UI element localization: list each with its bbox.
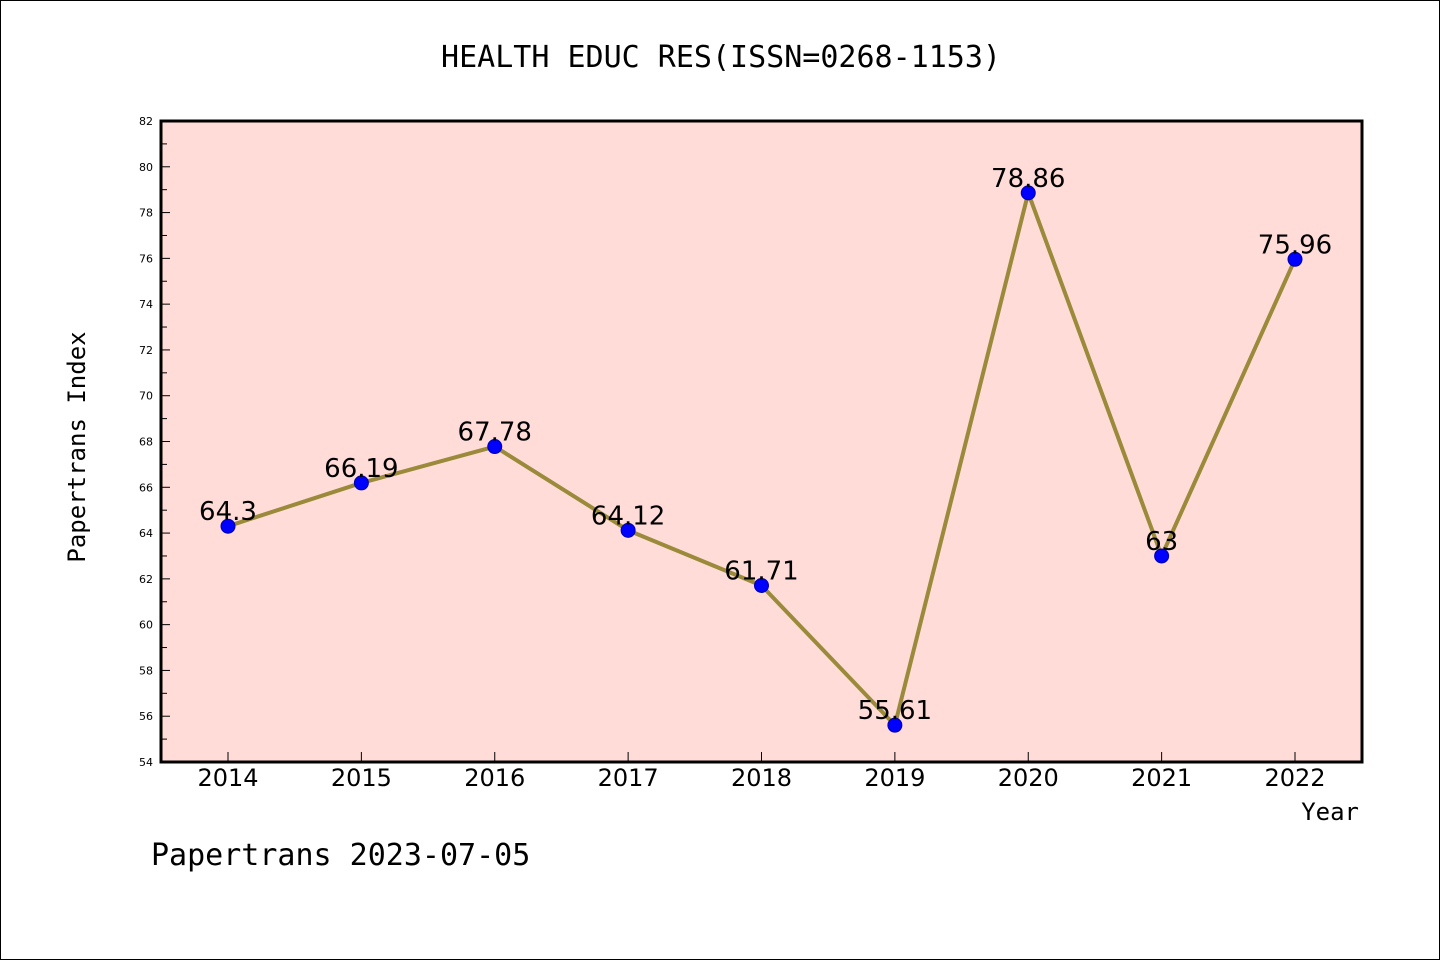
data-point [220,518,236,534]
x-tick-label: 2022 [1264,764,1325,792]
x-tick-label: 2018 [731,764,792,792]
y-axis-label: Papertrans Index [63,331,91,562]
y-tick-label: 78 [139,207,153,220]
data-label: 67.78 [458,418,532,448]
x-tick-label: 2014 [197,764,258,792]
data-markers [220,185,1303,733]
data-label: 78.86 [991,164,1065,194]
data-point [620,522,636,538]
y-tick-label: 72 [139,344,153,357]
x-tick-label: 2015 [331,764,392,792]
data-point [1020,185,1036,201]
chart-title: HEALTH EDUC RES(ISSN=0268-1153) [441,40,1001,75]
x-tick-label: 2017 [598,764,659,792]
y-tick-label: 58 [139,664,153,677]
y-tick-label: 56 [139,710,153,723]
data-label: 61.71 [724,556,798,586]
y-tick-label: 70 [139,390,153,403]
y-tick-label: 82 [139,115,153,128]
y-tick-label: 68 [139,436,153,449]
data-label: 64.12 [591,501,665,531]
x-tick-label: 2020 [998,764,1059,792]
y-tick-label: 66 [139,481,153,494]
y-tick-label: 76 [139,252,153,265]
y-tick-label: 80 [139,161,153,174]
y-tick-label: 54 [139,756,153,769]
x-axis-label: Year [1301,798,1359,826]
data-point [1154,548,1170,564]
y-tick-label: 64 [139,527,153,540]
plot-area [161,121,1362,762]
y-tick-label: 62 [139,573,153,586]
data-point [754,577,769,593]
data-label: 66.19 [324,454,398,484]
x-tick-label: 2021 [1131,764,1192,792]
data-label: 75.96 [1258,230,1332,260]
y-tick-label: 74 [139,298,153,311]
data-point [1287,251,1303,267]
data-point [887,717,903,733]
y-tick-label: 60 [139,619,153,632]
x-axis: 2014 2015 2016 2017 2018 2019 2020 2021 2022 [197,752,1326,792]
data-labels: 64.3 66.19 67.78 64.12 61.71 55.61 78.86 63 75.9… [199,164,1332,726]
data-label: 63 [1145,527,1178,557]
footer-text: Papertrans 2023-07-05 [151,838,530,873]
data-label: 64.3 [199,497,257,527]
plot-border [159,119,1364,764]
x-tick-label: 2019 [864,764,925,792]
x-tick-label: 2016 [464,764,525,792]
data-point [353,475,369,491]
data-label: 55.61 [858,696,932,726]
data-point [487,439,503,455]
y-axis: 54 56 58 60 62 64 66 68 70 72 74 76 78 80 82 [139,115,170,769]
